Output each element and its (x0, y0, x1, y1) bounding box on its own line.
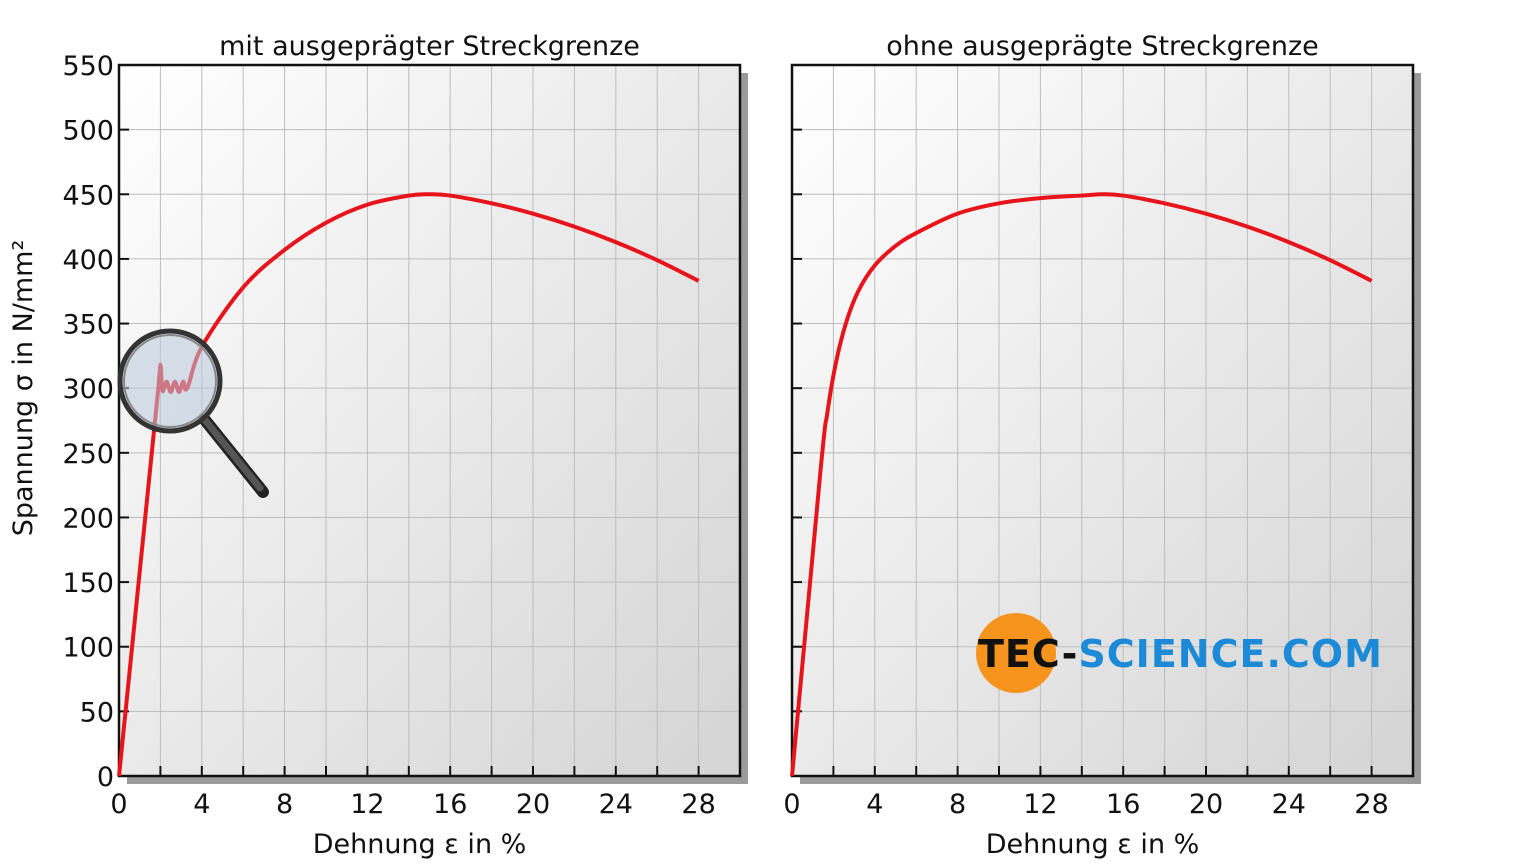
logo-text: TEC-SCIENCE.COM (978, 632, 1383, 676)
panel-title: mit ausgeprägter Streckgrenze (219, 31, 640, 62)
x-axis-label: Dehnung ε in % (313, 829, 527, 860)
x-tick-label: 24 (1272, 789, 1306, 820)
y-tick-label: 300 (62, 374, 114, 405)
y-tick-label: 500 (62, 116, 114, 147)
x-tick-label: 20 (516, 789, 550, 820)
x-tick-label: 8 (276, 789, 293, 820)
x-tick-label: 28 (681, 789, 715, 820)
panel-1: 0 4 8 12 16 20 24 28 0 50 100 150 200 250 300 350 400 450… (62, 31, 748, 860)
plot-area (119, 65, 740, 776)
stress-strain-curve (790, 192, 1373, 777)
y-axis-label: Spannung σ in N/mm² (8, 240, 39, 537)
logo-text-science: SCIENCE (1078, 632, 1266, 676)
y-tick-label: 400 (62, 245, 114, 276)
y-tick-label: 450 (62, 180, 114, 211)
x-tick-label: 28 (1354, 789, 1388, 820)
x-tick-label: 4 (193, 789, 210, 820)
x-tick-label: 0 (110, 789, 127, 820)
x-tick-label: 16 (1106, 789, 1140, 820)
logo: TEC-SCIENCE.COM (976, 613, 1383, 693)
x-tick-label: 12 (1023, 789, 1057, 820)
x-tick-label: 12 (350, 789, 384, 820)
x-tick-label: 8 (949, 789, 966, 820)
y-tick-label: 250 (62, 439, 114, 470)
magnifier-icon (117, 328, 269, 498)
x-tick-label: 4 (866, 789, 883, 820)
x-tick-label: 16 (433, 789, 467, 820)
y-tick-label: 550 (62, 51, 114, 82)
logo-circle (976, 613, 1056, 693)
y-tick-label: 200 (62, 503, 114, 534)
x-axis-label: Dehnung ε in % (986, 829, 1200, 860)
y-tick-label: 100 (62, 633, 114, 664)
y-tick-label: 350 (62, 310, 114, 341)
y-tick-label: 50 (80, 697, 114, 728)
logo-text-com: .COM (1266, 632, 1382, 676)
x-tick-label: 20 (1189, 789, 1223, 820)
plot-frame (790, 63, 1415, 778)
panel-2: 0 4 8 12 16 20 24 28 ohne ausgeprägte Streckgren… (783, 31, 1421, 860)
plot-frame (117, 63, 742, 778)
x-tick-label: 24 (599, 789, 633, 820)
plot-area (792, 65, 1413, 776)
y-tick-label: 0 (97, 762, 114, 793)
x-tick-label: 0 (783, 789, 800, 820)
panel-title: ohne ausgeprägte Streckgrenze (886, 31, 1319, 62)
y-tick-label: 150 (62, 568, 114, 599)
logo-text-tec: TEC- (978, 632, 1078, 676)
